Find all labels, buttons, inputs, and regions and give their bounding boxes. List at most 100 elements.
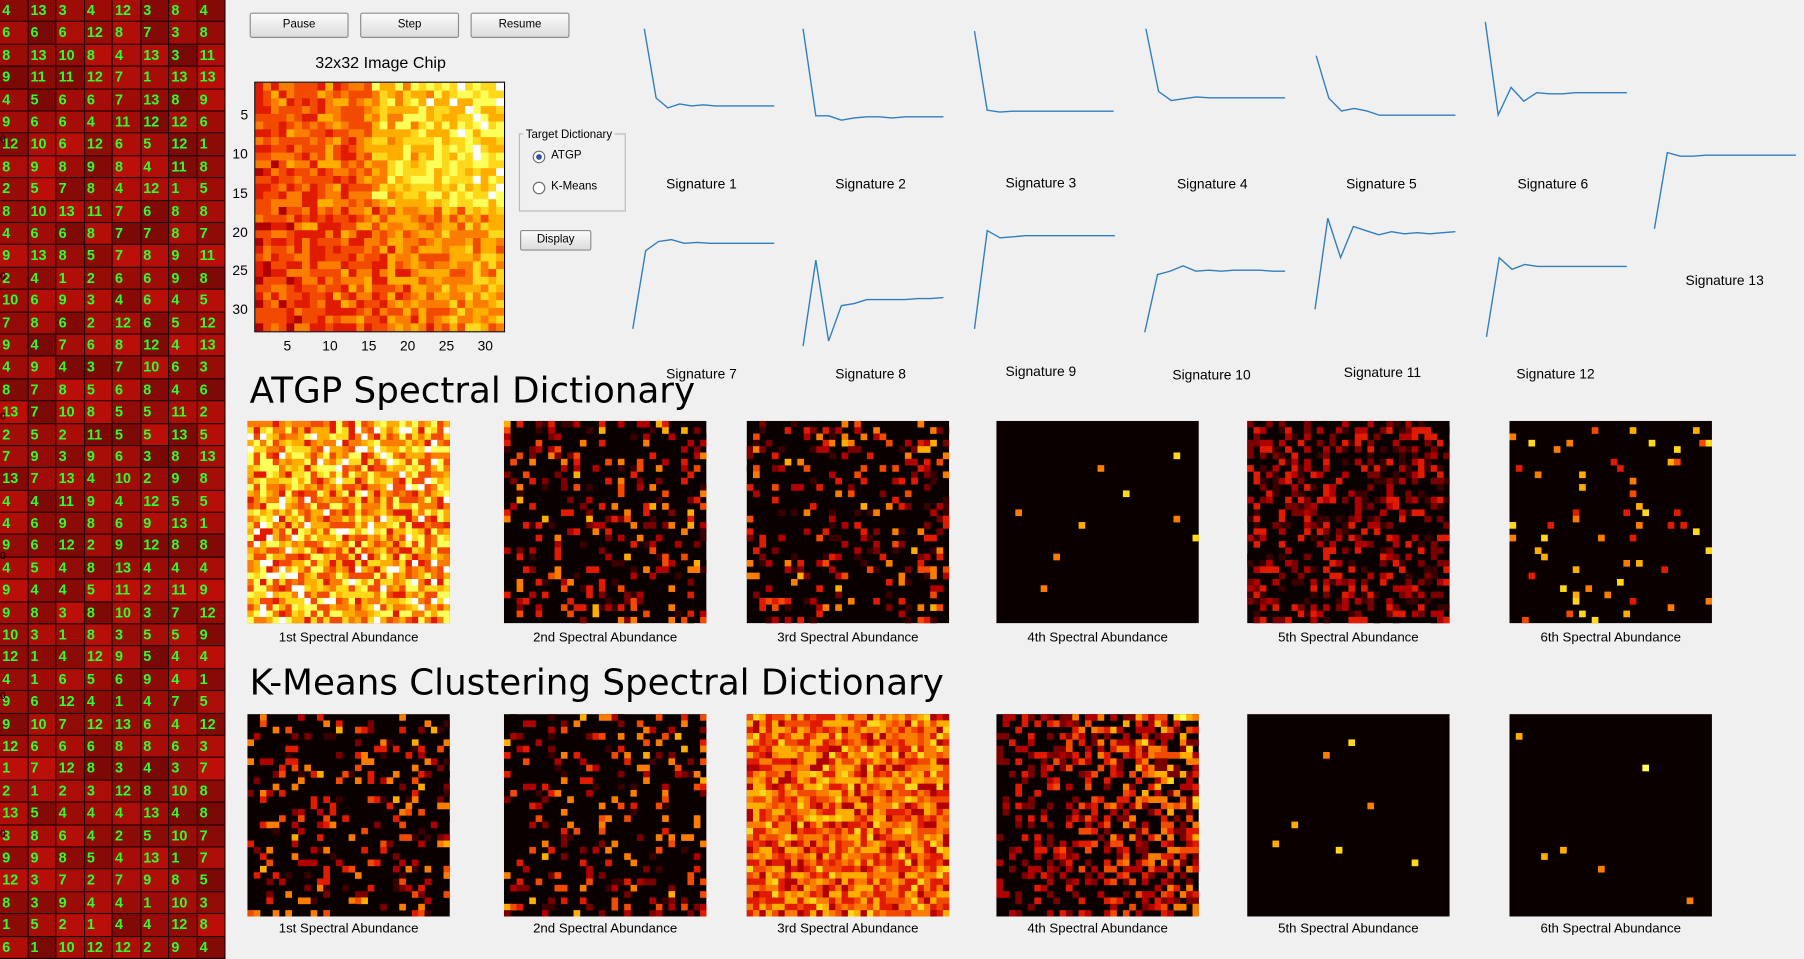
chip-x-tick: 15: [361, 338, 377, 355]
grid-cell: 2: [197, 401, 226, 424]
grid-cell: 3: [169, 22, 198, 45]
grid-cell: 9: [169, 468, 198, 491]
y-axis-tick-fragment: 0: [0, 689, 6, 702]
grid-cell: 1: [169, 178, 198, 201]
grid-cell: 11: [197, 245, 226, 268]
atgp-abundance-2-heatmap: [503, 420, 707, 624]
grid-cell: 5: [140, 423, 170, 447]
grid-cell: 12: [140, 111, 170, 134]
grid-cell: 8: [84, 557, 113, 580]
grid-cell: 10: [28, 133, 57, 157]
grid-cell: 10: [169, 825, 198, 848]
grid-cell: 9: [0, 713, 29, 736]
grid-cell: 12: [140, 334, 170, 357]
grid-cell: 5: [84, 379, 113, 402]
grid-cell: 1: [56, 267, 85, 290]
grid-cell: 9: [169, 936, 198, 959]
chip-y-tick: 20: [232, 223, 248, 240]
resume-button[interactable]: Resume: [470, 12, 570, 38]
grid-cell: 4: [84, 468, 113, 491]
signature-4-label: Signature 4: [1176, 175, 1248, 193]
grid-cell: 9: [0, 245, 29, 268]
grid-cell: 6: [112, 512, 141, 536]
grid-cell: 3: [140, 446, 170, 469]
kmeans-abundance-6-caption: 6th Spectral Abundance: [1540, 922, 1681, 937]
grid-cell: 12: [84, 646, 113, 670]
grid-cell: 6: [56, 669, 85, 692]
pause-button[interactable]: Pause: [249, 12, 349, 38]
grid-cell: 4: [197, 0, 226, 23]
grid-cell: 8: [56, 847, 85, 870]
grid-cell: 7: [56, 178, 85, 201]
grid-cell: 10: [169, 892, 198, 915]
grid-cell: 2: [84, 267, 113, 290]
signature-7-plot: [632, 238, 775, 329]
atgp-radio-label[interactable]: ATGP: [551, 149, 582, 163]
grid-cell: 9: [0, 334, 29, 357]
grid-cell: 13: [28, 245, 57, 268]
kmeans-abundance-2-heatmap: [503, 714, 707, 917]
signature-11-plot: [1314, 218, 1456, 310]
display-button[interactable]: Display: [520, 229, 592, 251]
grid-cell: 8: [0, 44, 29, 67]
grid-cell: 3: [84, 356, 113, 380]
atgp-abundance-4-caption: 4th Spectral Abundance: [1027, 631, 1168, 646]
grid-cell: 8: [84, 178, 113, 201]
signature-5-line: [1315, 55, 1456, 116]
signature-9-label: Signature 9: [1005, 363, 1077, 380]
grid-cell: 1: [28, 669, 57, 692]
grid-cell: 6: [56, 735, 85, 759]
grid-cell: 4: [84, 691, 113, 714]
grid-cell: 4: [169, 669, 198, 692]
grid-cell: 2: [112, 825, 141, 848]
grid-cell: 8: [140, 379, 170, 402]
grid-cell: 7: [0, 312, 29, 335]
signature-10-plot: [1144, 265, 1286, 333]
grid-cell: 7: [0, 446, 29, 469]
grid-cell: 9: [84, 446, 113, 469]
atgp-abundance-5-caption: 5th Spectral Abundance: [1278, 631, 1419, 646]
grid-cell: 5: [84, 847, 113, 870]
grid-cell: 4: [0, 223, 29, 246]
grid-cell: 4: [169, 289, 198, 313]
atgp-radio[interactable]: [532, 150, 546, 164]
chip-y-tick: 5: [240, 107, 249, 124]
grid-cell: 6: [28, 22, 57, 45]
grid-cell: 5: [28, 914, 57, 937]
grid-cell: 6: [140, 312, 170, 335]
grid-cell: 3: [140, 0, 170, 23]
grid-cell: 7: [112, 356, 141, 380]
chip-y-tick: 10: [232, 146, 248, 163]
signature-7-line: [632, 238, 775, 329]
grid-cell: 11: [56, 490, 85, 513]
grid-cell: 7: [197, 223, 226, 246]
grid-cell: 11: [197, 44, 226, 67]
grid-cell: 6: [84, 334, 113, 357]
grid-cell: 9: [0, 847, 29, 870]
grid-cell: 8: [84, 512, 113, 536]
kmeans-radio[interactable]: [532, 181, 546, 195]
grid-cell: 4: [140, 758, 170, 781]
grid-cell: 9: [28, 847, 57, 870]
grid-cell: 4: [197, 646, 226, 670]
kmeans-abundance-3-caption: 3rd Spectral Abundance: [777, 922, 919, 937]
step-button[interactable]: Step: [360, 12, 460, 38]
grid-cell: 6: [56, 825, 85, 848]
grid-cell: 3: [28, 892, 57, 915]
grid-cell: 12: [112, 936, 141, 959]
chip-x-tick: 10: [322, 338, 338, 355]
kmeans-radio-label[interactable]: K-Means: [551, 180, 598, 194]
chip-x-tick: 25: [438, 338, 455, 355]
grid-cell: 12: [84, 713, 113, 736]
grid-cell: 10: [28, 200, 57, 224]
grid-cell: 13: [197, 446, 226, 469]
grid-cell: 12: [0, 646, 29, 670]
grid-cell: 2: [84, 869, 113, 893]
grid-cell: 1: [28, 780, 57, 803]
signature-10-line: [1144, 265, 1286, 333]
grid-cell: 3: [0, 825, 29, 848]
grid-cell: 9: [112, 646, 141, 670]
grid-cell: 11: [84, 423, 113, 447]
grid-cell: 13: [112, 713, 141, 736]
grid-cell: 9: [56, 289, 85, 313]
